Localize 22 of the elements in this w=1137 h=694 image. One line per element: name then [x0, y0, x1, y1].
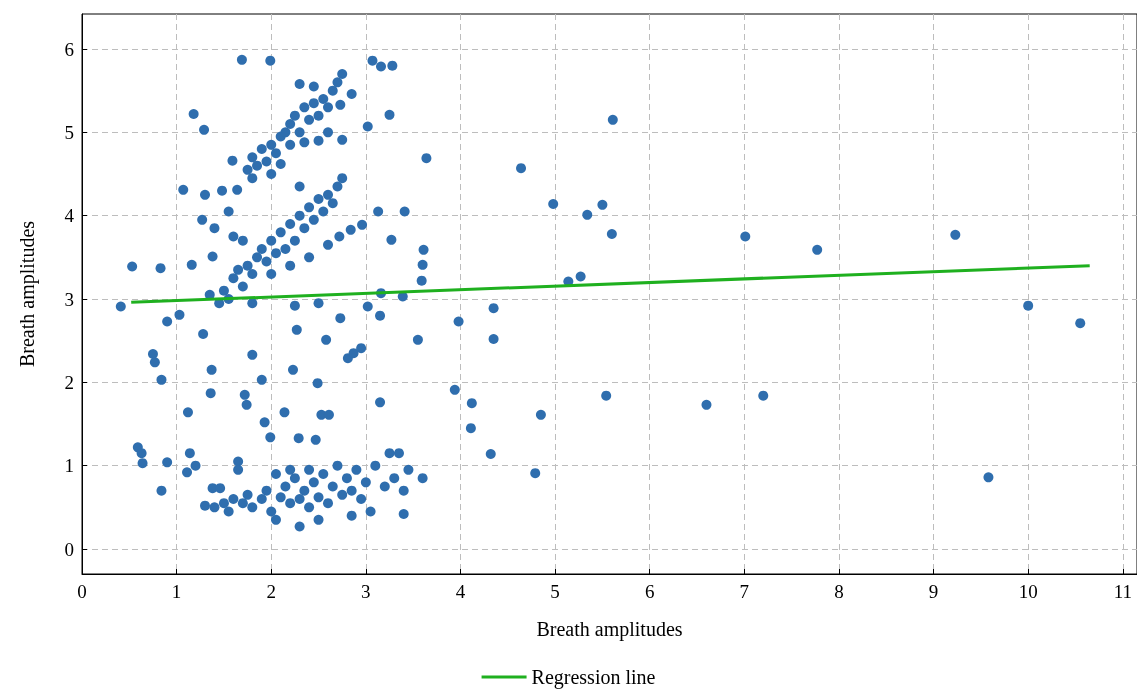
y-tick-label: 2 [64, 371, 74, 393]
y-tick-label: 6 [64, 38, 74, 60]
x-tick-label: 1 [171, 581, 182, 602]
x-tick-label: 10 [1018, 581, 1038, 602]
x-tick-label: 2 [266, 581, 276, 602]
y-tick-label: 5 [64, 121, 74, 143]
x-tick-label: 0 [77, 581, 87, 602]
x-tick-label: 3 [361, 581, 371, 602]
x-tick-label: 4 [455, 581, 466, 602]
x-axis-title: Breath amplitudes [536, 618, 683, 641]
x-tick-label: 9 [928, 581, 939, 602]
y-tick-label: 1 [64, 455, 74, 477]
x-tick-label: 6 [644, 581, 655, 602]
x-tick-label: 8 [834, 581, 844, 602]
x-tick-label: 7 [739, 581, 750, 602]
y-tick-label: 0 [64, 538, 74, 560]
y-axis-title: Breath amplitudes [16, 220, 39, 368]
x-tick-label: 11 [1113, 581, 1132, 602]
y-tick-label: 4 [64, 205, 75, 227]
y-tick-label: 3 [64, 288, 74, 310]
x-tick-label: 5 [550, 581, 560, 602]
legend-label: Regression line [531, 666, 656, 689]
